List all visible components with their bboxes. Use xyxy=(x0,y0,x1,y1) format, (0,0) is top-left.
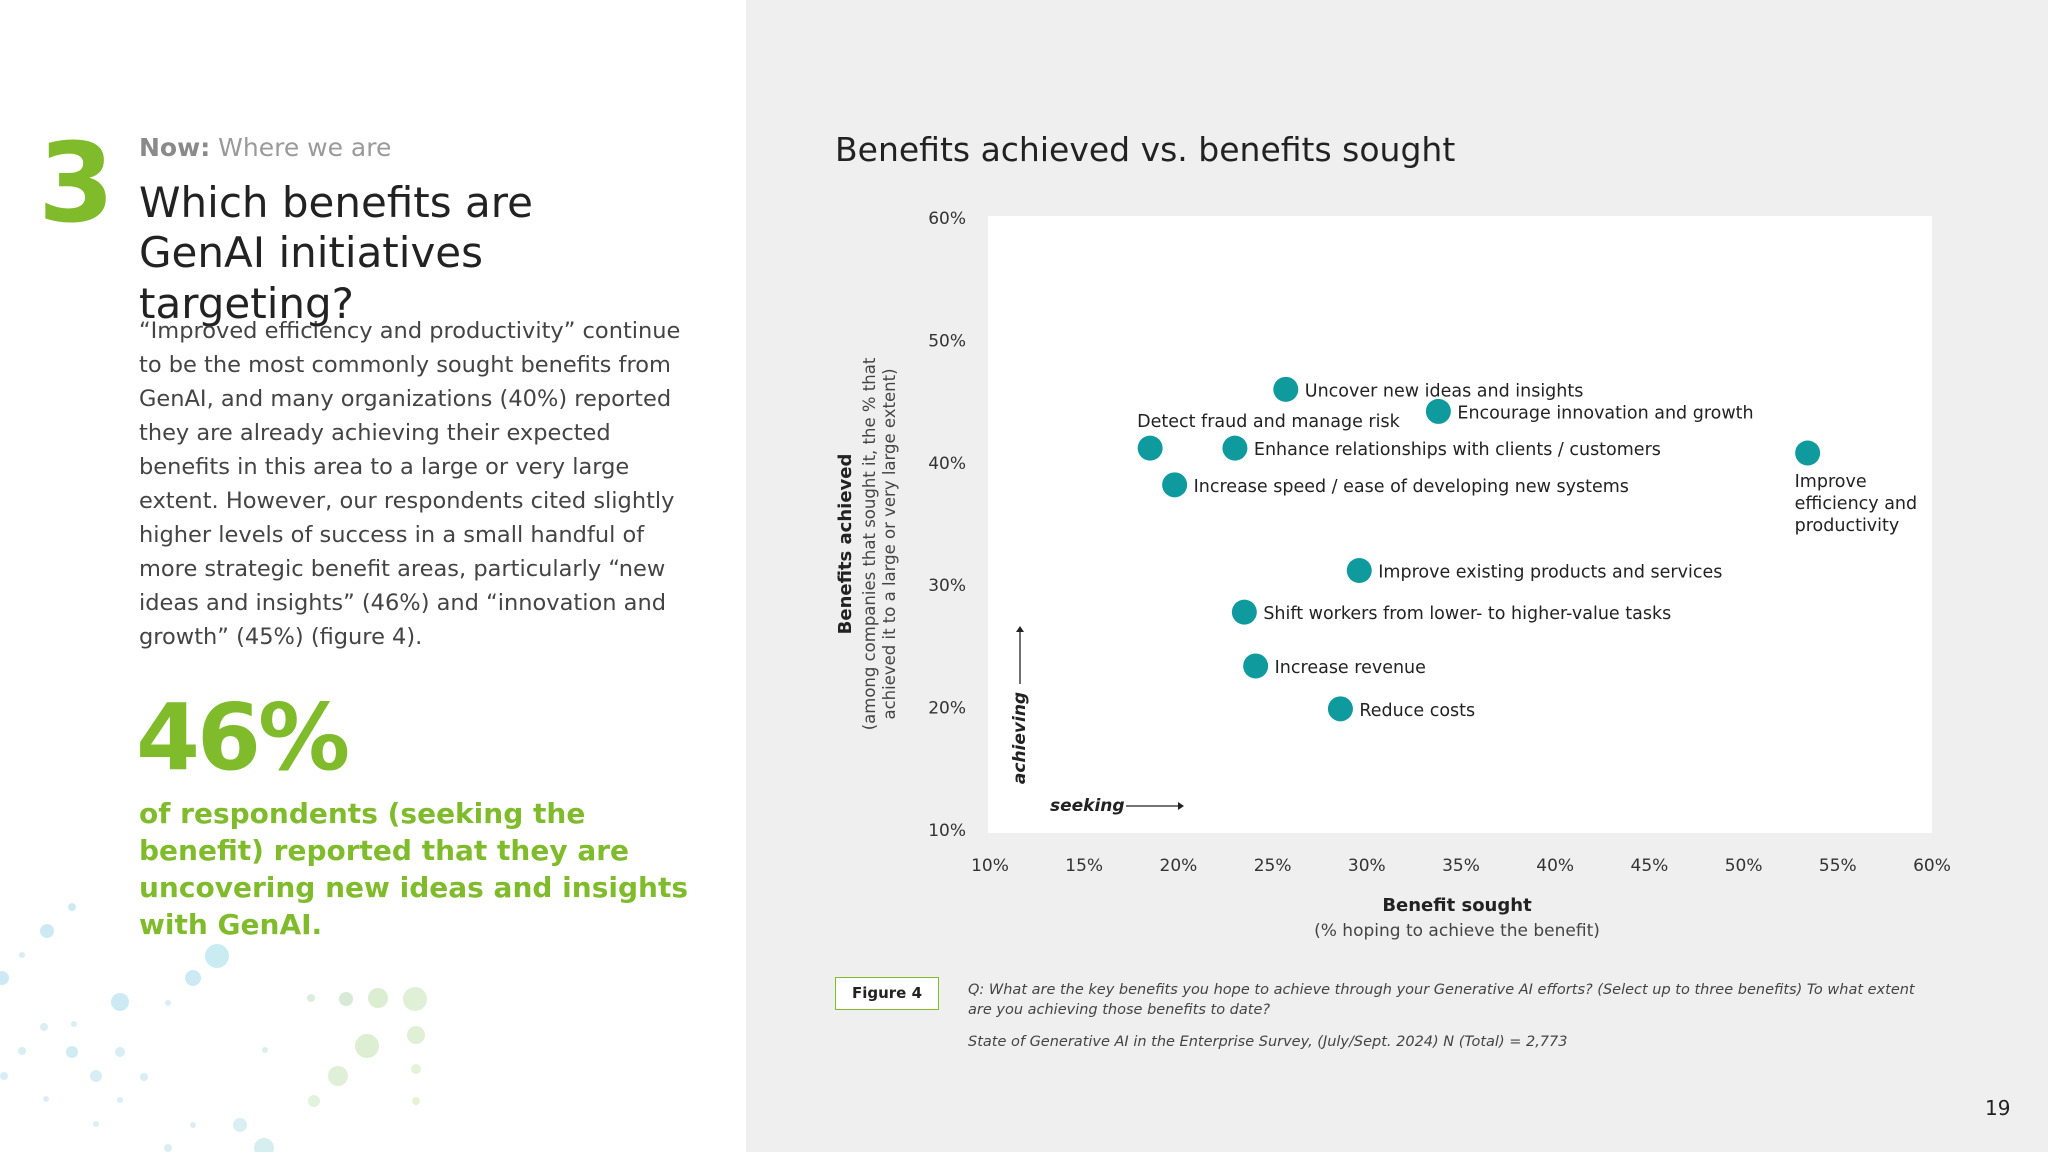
body-paragraph: “Improved efficiency and productivity” c… xyxy=(139,318,681,650)
data-point-label: Detect fraud and manage risk xyxy=(1137,412,1400,432)
data-point-label: Reduce costs xyxy=(1359,701,1475,721)
y-tick-label: 50% xyxy=(928,331,966,351)
y-tick-label: 30% xyxy=(928,576,966,596)
data-point-label: Shift workers from lower- to higher-valu… xyxy=(1263,604,1671,624)
plot-area xyxy=(988,216,1932,833)
section-number: 3 xyxy=(38,119,115,247)
data-point xyxy=(1222,435,1248,461)
scatter-chart: 10% 20% 30% 40% 50% 60% 10% 15% 20% 25% 30% 35% 40%… xyxy=(835,209,1951,941)
kicker-text: Where we are xyxy=(218,133,392,162)
x-tick-label: 10% xyxy=(971,856,1009,876)
x-tick-label: 35% xyxy=(1442,856,1480,876)
data-point xyxy=(1795,440,1821,466)
data-point-label: Improve efficiency and productivity xyxy=(1795,472,1918,536)
x-axis-label: Benefit sought xyxy=(1382,895,1532,916)
page-headline: Which benefits are GenAI initiatives tar… xyxy=(139,178,533,328)
left-panel: 3 Now: Where we are Which benefits are G… xyxy=(0,0,746,1152)
data-points: Uncover new ideas and insightsEncourage … xyxy=(1137,376,1918,722)
data-point-label: Enhance relationships with clients / cus… xyxy=(1254,440,1661,460)
y-tick-label: 10% xyxy=(928,821,966,841)
y-tick-label: 40% xyxy=(928,454,966,474)
kicker-bold: Now: xyxy=(139,133,211,162)
y-axis-ticks: 10% 20% 30% 40% 50% 60% xyxy=(928,209,966,841)
x-tick-label: 60% xyxy=(1913,856,1951,876)
x-axis-sublabel: (% hoping to achieve the benefit) xyxy=(1314,921,1600,941)
big-stat-caption: of respondents (seeking the benefit) rep… xyxy=(139,797,688,941)
data-point xyxy=(1327,696,1353,722)
data-point-label: Improve existing products and services xyxy=(1378,563,1722,583)
data-point xyxy=(1137,435,1163,461)
data-point-label: Increase speed / ease of developing new … xyxy=(1194,477,1629,497)
x-tick-label: 25% xyxy=(1254,856,1292,876)
figure-label: Figure 4 xyxy=(835,977,939,1010)
data-point xyxy=(1243,653,1269,679)
x-axis-ticks: 10% 15% 20% 25% 30% 35% 40% 45% 50% 55% 60% xyxy=(971,856,1951,876)
big-stat-value: 46% xyxy=(136,684,350,791)
data-point xyxy=(1162,472,1188,498)
x-tick-label: 40% xyxy=(1536,856,1574,876)
data-point xyxy=(1346,558,1372,584)
y-axis-sublabel-line-2: achieved it to a large or very large ext… xyxy=(880,368,899,719)
data-point xyxy=(1425,398,1451,424)
achieving-label: achieving xyxy=(1010,692,1030,784)
y-tick-label: 20% xyxy=(928,699,966,719)
x-tick-label: 15% xyxy=(1065,856,1103,876)
data-point xyxy=(1273,376,1299,402)
data-point-label: Increase revenue xyxy=(1275,658,1426,678)
section-kicker: Now: Where we are xyxy=(139,133,391,162)
y-axis-sublabel-line-1: (among companies that sought it, the % t… xyxy=(860,357,879,730)
x-tick-label: 45% xyxy=(1631,856,1669,876)
x-tick-label: 50% xyxy=(1725,856,1763,876)
figure-question: Q: What are the key benefits you hope to… xyxy=(968,982,1915,1018)
chart-title: Benefits achieved vs. benefits sought xyxy=(835,130,1456,169)
data-point-label: Encourage innovation and growth xyxy=(1457,403,1753,423)
x-tick-label: 55% xyxy=(1819,856,1857,876)
x-tick-label: 20% xyxy=(1160,856,1198,876)
data-point xyxy=(1231,599,1257,625)
figure-source: State of Generative AI in the Enterprise… xyxy=(968,1034,1568,1050)
seeking-label: seeking xyxy=(1050,796,1125,816)
page-number: 19 xyxy=(1985,1096,2011,1120)
y-axis-label: Benefits achieved xyxy=(835,454,856,635)
data-point-label: Uncover new ideas and insights xyxy=(1305,381,1584,401)
y-tick-label: 60% xyxy=(928,209,966,229)
decorative-dots xyxy=(0,903,427,1152)
x-tick-label: 30% xyxy=(1348,856,1386,876)
